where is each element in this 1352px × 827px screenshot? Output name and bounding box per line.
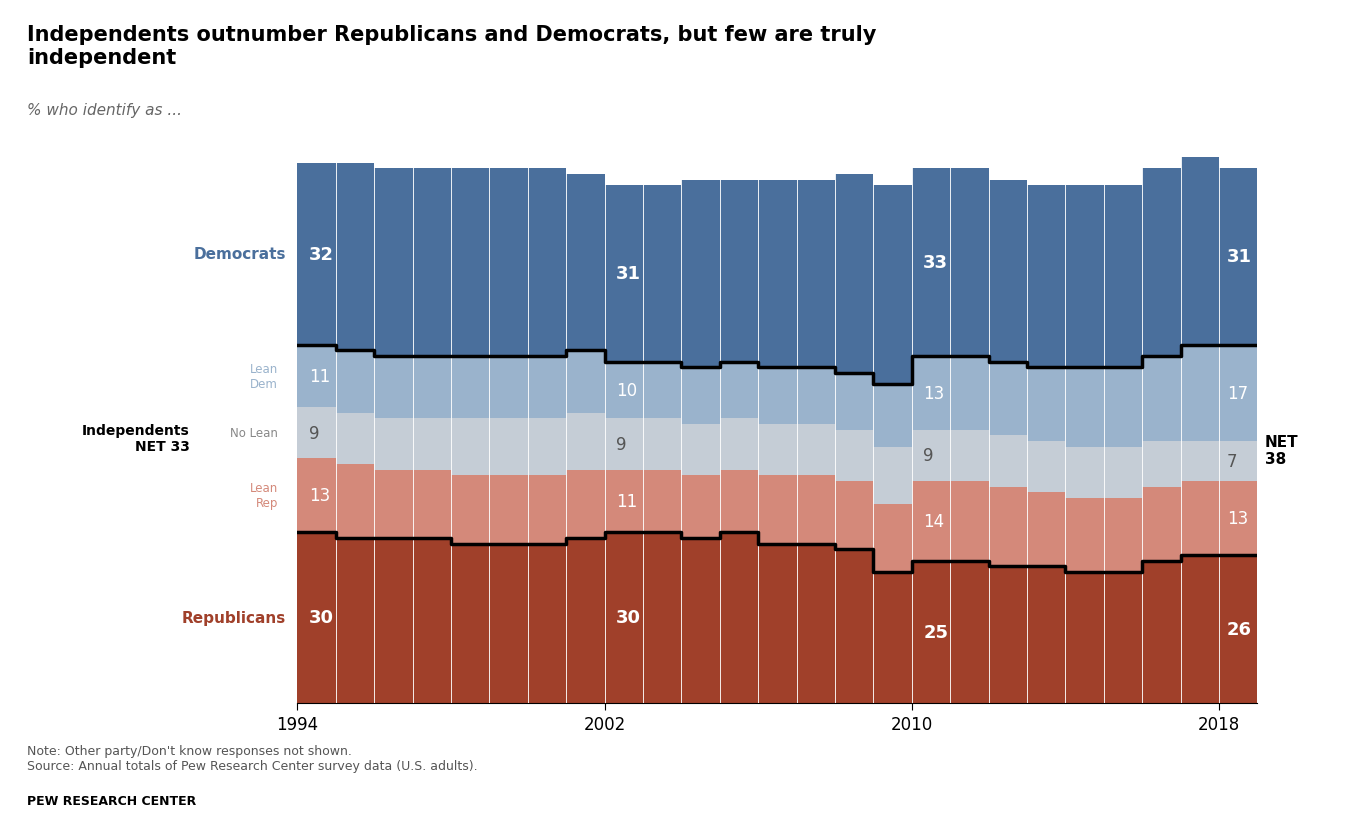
Text: 9: 9 bbox=[310, 424, 319, 442]
Text: 13: 13 bbox=[1226, 509, 1248, 528]
Text: Lean
Dem: Lean Dem bbox=[250, 362, 279, 390]
Text: 30: 30 bbox=[310, 609, 334, 627]
Text: 31: 31 bbox=[1226, 248, 1252, 266]
Text: Democrats: Democrats bbox=[193, 246, 285, 261]
Text: No Lean: No Lean bbox=[230, 427, 279, 440]
Text: 32: 32 bbox=[310, 246, 334, 263]
Text: 10: 10 bbox=[617, 381, 637, 399]
Text: Note: Other party/Don't know responses not shown.
Source: Annual totals of Pew R: Note: Other party/Don't know responses n… bbox=[27, 744, 477, 772]
Text: 11: 11 bbox=[310, 367, 330, 385]
Text: PEW RESEARCH CENTER: PEW RESEARCH CENTER bbox=[27, 794, 196, 807]
Text: Independents outnumber Republicans and Democrats, but few are truly
independent: Independents outnumber Republicans and D… bbox=[27, 25, 876, 68]
Text: 7: 7 bbox=[1226, 452, 1237, 471]
Text: 30: 30 bbox=[617, 609, 641, 627]
Text: NET
38: NET 38 bbox=[1265, 434, 1299, 466]
Text: Lean
Rep: Lean Rep bbox=[250, 481, 279, 509]
Text: 26: 26 bbox=[1226, 620, 1252, 638]
Text: Republicans: Republicans bbox=[181, 610, 285, 625]
Text: 25: 25 bbox=[923, 623, 948, 641]
Text: 11: 11 bbox=[617, 492, 637, 510]
Text: 14: 14 bbox=[923, 512, 945, 530]
Text: 33: 33 bbox=[923, 254, 948, 272]
Text: 9: 9 bbox=[617, 436, 626, 453]
Text: 13: 13 bbox=[923, 385, 945, 403]
Text: 31: 31 bbox=[617, 265, 641, 283]
Text: 13: 13 bbox=[310, 486, 330, 504]
Text: 17: 17 bbox=[1226, 385, 1248, 403]
Text: Independents
NET 33: Independents NET 33 bbox=[82, 423, 189, 454]
Text: 9: 9 bbox=[923, 447, 934, 465]
Text: % who identify as ...: % who identify as ... bbox=[27, 103, 183, 118]
